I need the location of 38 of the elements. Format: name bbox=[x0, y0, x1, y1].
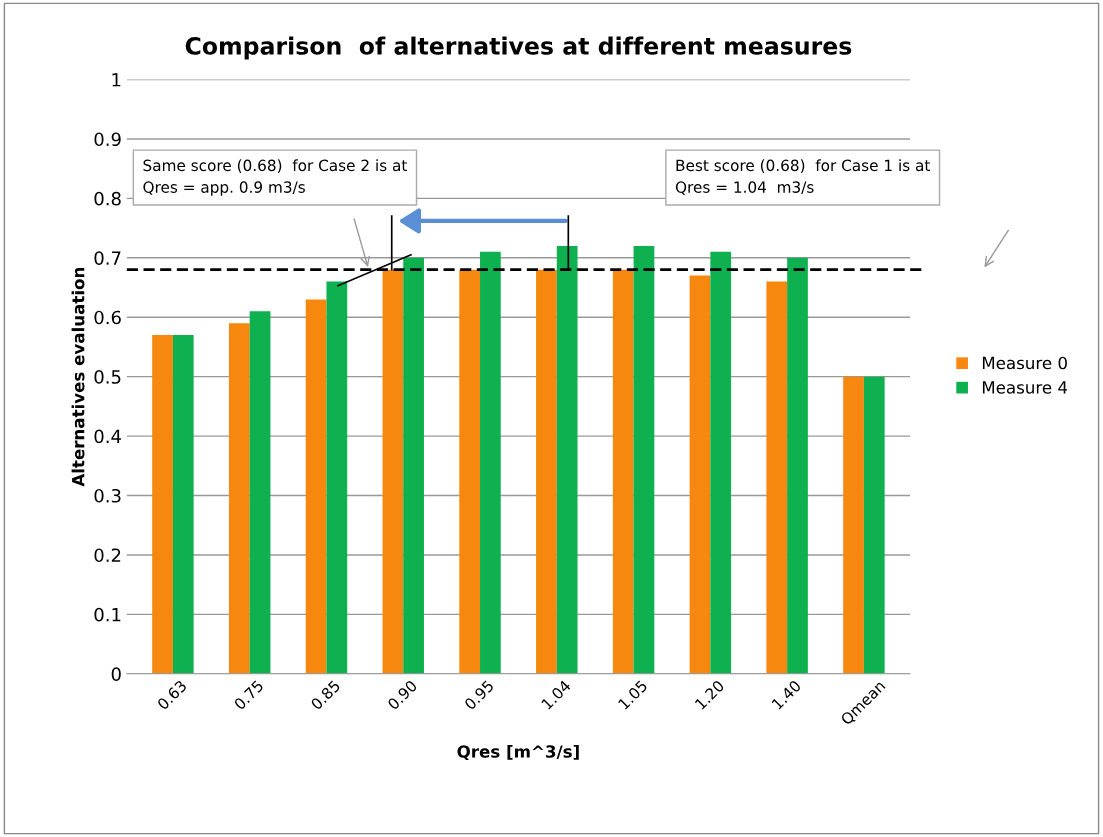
annotation: Same score (0.68) for Case 2 is at Qres = app. 0.9 m3/s bbox=[143, 159, 407, 196]
bar bbox=[556, 245, 578, 674]
bar bbox=[403, 257, 424, 674]
bar bbox=[326, 281, 348, 674]
bar bbox=[305, 299, 327, 674]
bar bbox=[459, 269, 481, 674]
y-tick-label: 1 bbox=[112, 73, 121, 87]
y-tick-label: 0.8 bbox=[94, 191, 121, 206]
y-tick-label: 0.2 bbox=[94, 548, 121, 563]
bar bbox=[172, 335, 194, 674]
bar bbox=[863, 376, 885, 674]
y-tick-label: 0.4 bbox=[94, 429, 121, 444]
legend-label: Measure 0 bbox=[982, 356, 1067, 370]
y-tick-label: 0 bbox=[111, 667, 121, 681]
y-axis-title: Alternatives evaluation bbox=[71, 267, 85, 487]
bar bbox=[710, 251, 732, 674]
bar bbox=[382, 269, 404, 674]
y-tick-label: 0.5 bbox=[94, 370, 121, 384]
x-axis-title: Qres [m^3/s] bbox=[457, 744, 579, 761]
y-tick-label: 0.1 bbox=[94, 607, 121, 622]
chart-title: Comparison of alternatives at different measures bbox=[185, 36, 852, 60]
bar bbox=[633, 245, 655, 674]
bar bbox=[689, 275, 711, 674]
bar bbox=[766, 281, 788, 674]
bar bbox=[152, 335, 173, 674]
legend-label: Measure 4 bbox=[982, 381, 1068, 394]
y-tick-label: 0.6 bbox=[94, 310, 121, 325]
bar bbox=[787, 257, 808, 674]
bar bbox=[228, 323, 250, 674]
bar bbox=[480, 251, 501, 674]
y-tick-label: 0.3 bbox=[94, 488, 121, 503]
y-tick-label: 0.7 bbox=[94, 251, 121, 265]
bar bbox=[249, 311, 271, 674]
bar bbox=[843, 376, 864, 674]
y-tick-label: 0.9 bbox=[94, 132, 121, 147]
annotation: Best score (0.68) for Case 1 is at Qres = 1.04 m3/s bbox=[675, 159, 931, 195]
bar bbox=[612, 269, 634, 674]
bar bbox=[536, 269, 557, 674]
